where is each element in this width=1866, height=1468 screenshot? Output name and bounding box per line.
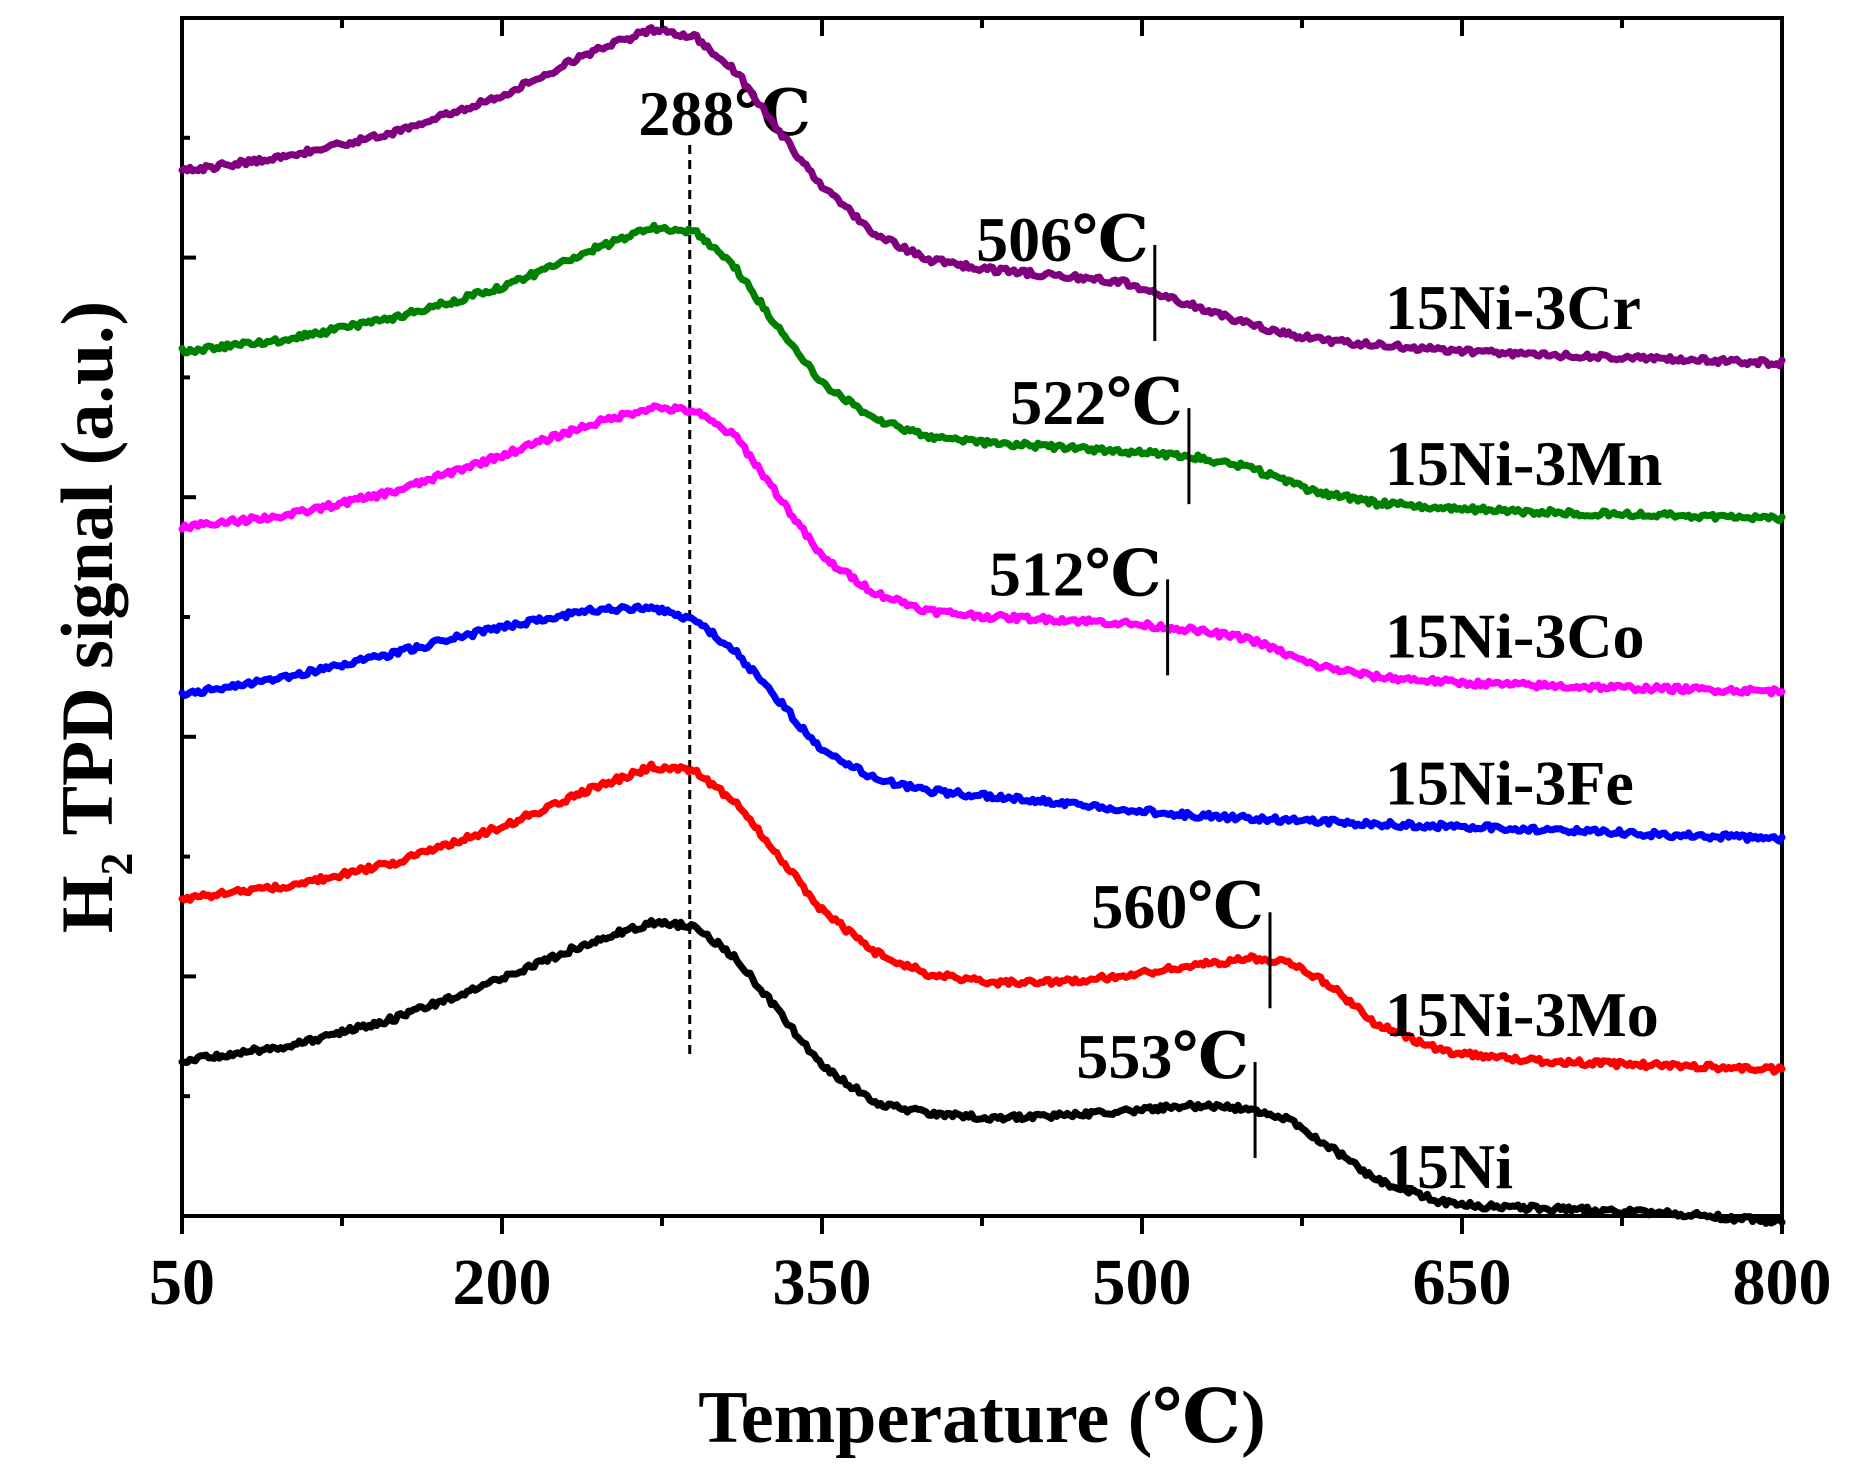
series-line-15ni-3mn	[178, 221, 1786, 525]
series-label-15ni-3co: 15Ni-3Co	[1385, 600, 1645, 671]
peak-label-15ni-3co: 512℃	[989, 538, 1162, 609]
series-label-15ni-3mn: 15Ni-3Mn	[1385, 428, 1662, 499]
y-axis-title-subscript: 2	[91, 853, 142, 876]
x-tick-label-200: 200	[453, 1246, 552, 1319]
series-line-15ni-3mo	[178, 760, 1786, 1076]
peak-label-15ni-3mo: 560℃	[1091, 871, 1264, 942]
series-label-15ni: 15Ni	[1385, 1131, 1513, 1202]
series-line-15ni	[178, 917, 1786, 1227]
series-label-15ni-3fe: 15Ni-3Fe	[1385, 748, 1634, 819]
peak-label-15ni-3cr: 506℃	[976, 204, 1149, 275]
series-label-15ni-3mo: 15Ni-3Mo	[1385, 979, 1659, 1050]
x-tick-label-500: 500	[1093, 1246, 1192, 1319]
series-line-15ni-3cr	[178, 24, 1786, 370]
peak-label-15ni-3mn: 522℃	[1010, 367, 1183, 438]
y-axis-title: H2 TPD signal (a.u.)	[47, 301, 142, 933]
x-tick-label-350: 350	[773, 1246, 872, 1319]
series-label-15ni-3cr: 15Ni-3Cr	[1385, 272, 1641, 343]
series-layer: 15Ni-3Cr 15Ni-3Mn 15Ni-3Co 15Ni-3Fe 15Ni-3Mo…	[178, 24, 1786, 1227]
x-axis-title: Temperature (℃)	[698, 1377, 1266, 1459]
y-axis-title-rest: TPD signal (a.u.)	[47, 301, 129, 853]
peak-label-15ni: 553℃	[1076, 1021, 1249, 1092]
x-tick-label-800: 800	[1733, 1246, 1832, 1319]
x-tick-label-50: 50	[149, 1246, 215, 1319]
x-tick-label-650: 650	[1413, 1246, 1512, 1319]
series-line-15ni-3fe	[178, 602, 1786, 845]
y-axis-title-main: H	[47, 876, 129, 934]
axis-layer: 50 200 350 500 650 800	[149, 16, 1832, 1319]
peak-marker-layer: 506℃ 522℃ 512℃ 560℃ 553℃	[976, 204, 1272, 1158]
series-line-15ni-3co	[178, 402, 1786, 698]
